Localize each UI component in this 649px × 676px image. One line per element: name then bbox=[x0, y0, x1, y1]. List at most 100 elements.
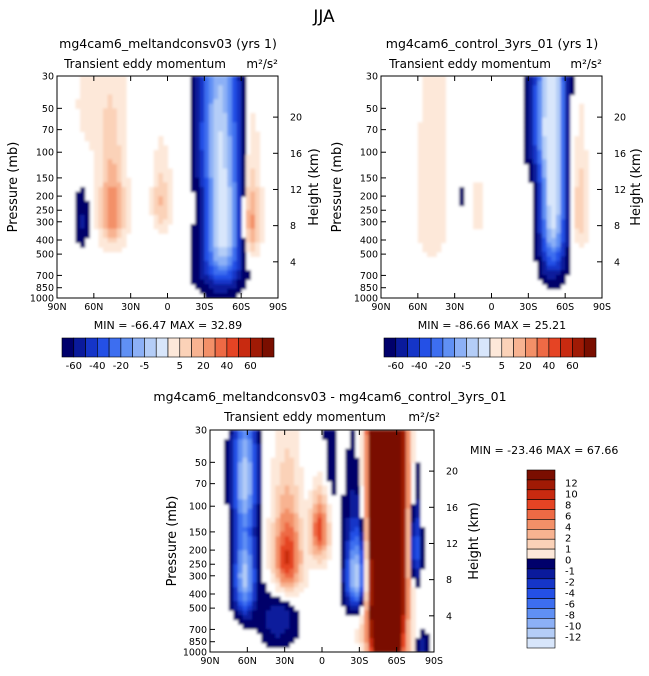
field-cell bbox=[542, 228, 548, 234]
panel-left-y2label: Height (km) bbox=[307, 148, 322, 225]
field-cell bbox=[236, 145, 242, 151]
colorbar-label: 8 bbox=[565, 501, 571, 512]
field-cell bbox=[560, 76, 566, 82]
field-cell bbox=[247, 615, 253, 621]
field-cell bbox=[236, 214, 242, 220]
field-cell bbox=[275, 554, 281, 561]
field-cell bbox=[227, 182, 233, 188]
field-cell bbox=[331, 430, 337, 436]
field-cell bbox=[555, 76, 562, 82]
field-cell bbox=[560, 224, 566, 230]
field-cell bbox=[477, 191, 483, 197]
field-cell bbox=[387, 522, 393, 528]
field-cell bbox=[382, 615, 388, 621]
field-cell bbox=[280, 439, 286, 445]
field-cell bbox=[204, 182, 210, 188]
field-cell bbox=[289, 513, 295, 519]
field-cell bbox=[392, 647, 398, 652]
field-cell bbox=[126, 187, 132, 193]
field-cell bbox=[250, 233, 256, 239]
field-cell bbox=[294, 615, 300, 621]
field-cell bbox=[427, 228, 433, 234]
field-cell bbox=[80, 117, 86, 123]
field-cell bbox=[532, 173, 539, 179]
field-cell bbox=[322, 490, 328, 496]
field-cell bbox=[218, 80, 224, 86]
field-cell bbox=[284, 471, 290, 477]
field-cell bbox=[555, 205, 562, 211]
field-cell bbox=[542, 99, 548, 105]
field-cell bbox=[303, 545, 309, 551]
field-cell bbox=[415, 573, 421, 579]
field-cell bbox=[294, 624, 300, 630]
field-cell bbox=[551, 177, 557, 183]
field-cell bbox=[190, 89, 196, 96]
field-cell bbox=[93, 131, 100, 137]
field-cell bbox=[236, 140, 242, 146]
field-cell bbox=[112, 150, 118, 156]
field-cell bbox=[261, 638, 267, 644]
field-cell bbox=[222, 85, 228, 91]
field-cell bbox=[401, 522, 407, 528]
field-cell bbox=[213, 219, 219, 225]
field-cell bbox=[121, 182, 127, 188]
field-cell bbox=[261, 628, 267, 635]
field-cell bbox=[93, 168, 100, 174]
field-cell bbox=[93, 214, 100, 220]
field-cell bbox=[112, 224, 118, 230]
field-cell bbox=[401, 531, 407, 537]
field-cell bbox=[227, 177, 233, 183]
colorbar-label: 40 bbox=[543, 361, 556, 372]
field-cell bbox=[420, 564, 426, 570]
field-cell bbox=[364, 633, 370, 639]
field-cell bbox=[431, 131, 437, 137]
field-cell bbox=[350, 480, 356, 487]
field-cell bbox=[195, 210, 201, 216]
field-cell bbox=[317, 531, 323, 537]
field-cell bbox=[312, 476, 318, 482]
field-cell bbox=[396, 605, 402, 611]
field-cell bbox=[326, 545, 332, 551]
field-cell bbox=[89, 136, 95, 142]
field-cell bbox=[422, 108, 428, 114]
field-cell bbox=[149, 200, 155, 207]
field-cell bbox=[410, 568, 416, 574]
field-cell bbox=[415, 517, 421, 524]
field-cell bbox=[247, 517, 253, 524]
field-cell bbox=[387, 494, 393, 500]
field-cell bbox=[364, 434, 370, 440]
field-cell bbox=[312, 554, 318, 561]
field-cell bbox=[289, 485, 295, 491]
field-cell bbox=[233, 573, 239, 579]
field-cell bbox=[373, 601, 379, 607]
field-cell bbox=[574, 228, 580, 234]
field-cell bbox=[546, 163, 552, 170]
field-cell bbox=[116, 196, 123, 202]
field-cell bbox=[415, 541, 421, 547]
field-cell bbox=[84, 205, 90, 211]
field-cell bbox=[546, 173, 552, 179]
field-cell bbox=[112, 89, 118, 96]
field-cell bbox=[368, 448, 374, 454]
field-cell bbox=[116, 154, 123, 160]
field-cell bbox=[236, 270, 242, 276]
field-cell bbox=[227, 140, 233, 146]
field-cell bbox=[555, 140, 562, 146]
field-cell bbox=[228, 485, 234, 491]
field-cell bbox=[266, 536, 272, 542]
field-cell bbox=[378, 582, 384, 588]
field-cell bbox=[84, 200, 90, 207]
field-cell bbox=[401, 610, 407, 616]
field-cell bbox=[551, 80, 557, 86]
field-cell bbox=[317, 541, 323, 547]
x-tick-label: 90S bbox=[425, 656, 443, 667]
field-cell bbox=[280, 573, 286, 579]
field-cell bbox=[555, 163, 562, 170]
field-cell bbox=[112, 80, 118, 86]
field-cell bbox=[199, 210, 205, 216]
field-cell bbox=[266, 633, 272, 639]
field-cell bbox=[247, 601, 253, 607]
field-cell bbox=[233, 559, 239, 565]
field-cell bbox=[275, 541, 281, 547]
field-cell bbox=[275, 462, 281, 468]
